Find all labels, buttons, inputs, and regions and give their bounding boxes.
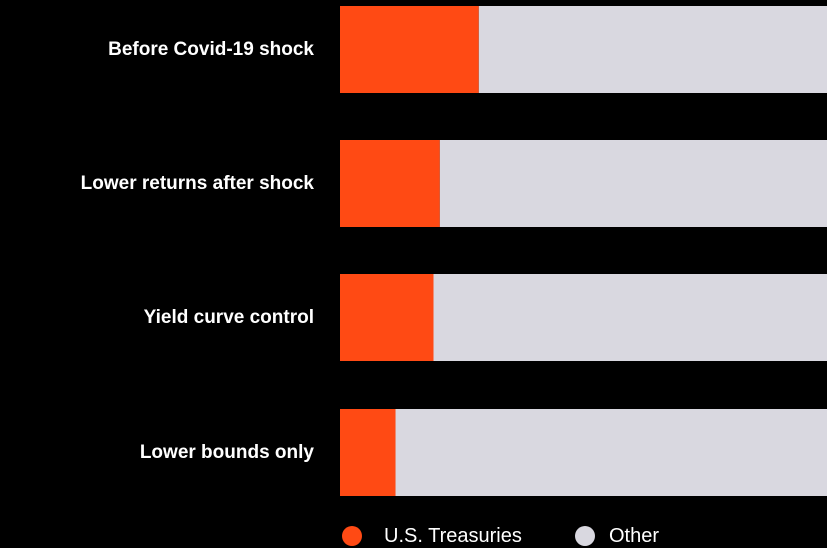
legend-label-us-treasuries: U.S. Treasuries xyxy=(384,525,522,547)
legend-label-other: Other xyxy=(609,525,659,547)
bar-segment-other xyxy=(439,140,827,227)
legend: U.S. Treasuries Other xyxy=(342,525,659,547)
bars xyxy=(340,6,827,496)
category-label: Before Covid-19 shock xyxy=(108,39,314,60)
bar-segment-us-treasuries xyxy=(340,274,434,361)
bar-segment-us-treasuries xyxy=(340,409,396,496)
bar-segment-other xyxy=(478,6,827,93)
legend-swatch-us-treasuries xyxy=(342,526,362,546)
category-label: Lower returns after shock xyxy=(81,173,315,194)
category-labels: Before Covid-19 shock Lower returns after… xyxy=(81,39,315,463)
bar-segment-us-treasuries xyxy=(340,140,440,227)
bar-segment-other xyxy=(395,409,827,496)
legend-swatch-other xyxy=(575,526,595,546)
bar-segment-us-treasuries xyxy=(340,6,479,93)
bar-segment-other xyxy=(433,274,827,361)
category-label: Lower bounds only xyxy=(140,442,315,463)
category-label: Yield curve control xyxy=(144,307,314,328)
